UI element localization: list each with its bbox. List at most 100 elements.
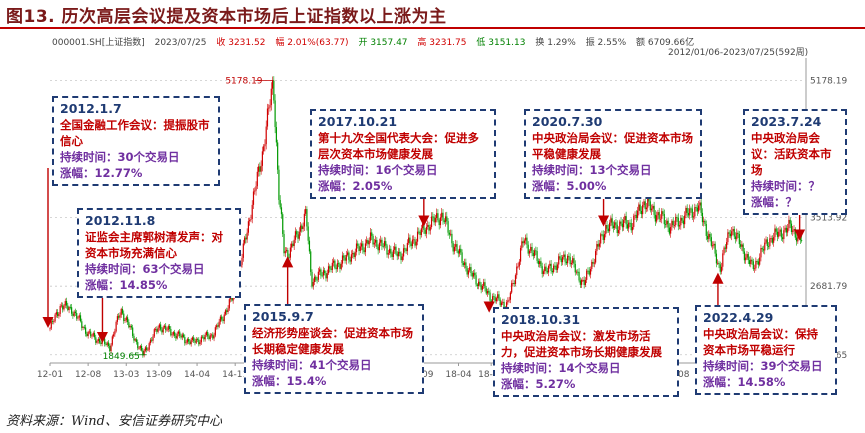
candle-body	[102, 338, 105, 340]
candle-body	[726, 242, 728, 249]
candle-body	[147, 349, 149, 351]
candle-body	[394, 246, 396, 250]
candle-body	[414, 239, 416, 246]
candle-body	[671, 220, 673, 228]
candle-body	[525, 237, 527, 241]
candle-body	[138, 348, 140, 350]
candle-body	[483, 282, 485, 286]
candle-body	[767, 246, 770, 247]
candle-body	[584, 279, 587, 285]
event-box-2015-9-7: 2015.9.7 经济形势座谈会：促进资本市场长期稳定健康发展 持续时间：41个…	[244, 304, 424, 394]
candle-body	[743, 251, 746, 261]
candle-body	[168, 326, 171, 330]
candle-body	[625, 216, 627, 225]
candle-body	[639, 204, 641, 211]
candle-body	[596, 244, 598, 252]
candle-body	[126, 317, 129, 323]
candle-body	[717, 262, 719, 264]
candle-body	[694, 207, 696, 217]
candle-body	[415, 241, 417, 246]
candle-body	[78, 315, 80, 318]
high-marker-label: 5178.19	[225, 76, 262, 86]
candle-body	[559, 256, 561, 259]
candle-body	[245, 237, 247, 240]
candle-body	[788, 219, 790, 229]
candle-body	[661, 211, 663, 219]
candle-body	[533, 250, 536, 257]
candle-body	[591, 261, 593, 269]
candle-body	[77, 317, 79, 319]
candle-body	[317, 271, 319, 280]
candle-body	[90, 331, 92, 337]
candle-body	[462, 262, 464, 265]
candle-body	[522, 241, 524, 244]
candle-body	[554, 265, 556, 267]
candle-body	[104, 338, 106, 344]
candle-body	[761, 248, 763, 250]
candle-body	[404, 248, 406, 250]
candle-body	[406, 242, 408, 252]
candle-body	[275, 127, 277, 143]
candle-body	[97, 338, 99, 341]
candle-body	[246, 232, 248, 240]
candle-body	[664, 224, 667, 225]
candle-body	[319, 269, 321, 272]
candle-body	[712, 245, 714, 247]
candle-body	[451, 233, 453, 244]
candle-body	[352, 252, 354, 255]
candle-body	[488, 291, 490, 293]
candle-body	[359, 246, 361, 251]
candle-body	[499, 299, 501, 306]
event-date: 2023.7.24	[751, 114, 822, 129]
candle-body	[640, 210, 642, 215]
candle-body	[484, 282, 486, 289]
candle-body	[775, 228, 777, 232]
candle-body	[644, 201, 646, 210]
candle-body	[91, 335, 93, 337]
candle-body	[495, 298, 498, 302]
candle-body	[273, 80, 275, 101]
candle-body	[121, 308, 124, 314]
candle-body	[114, 331, 116, 335]
candle-body	[581, 280, 583, 285]
candle-body	[742, 244, 744, 252]
candle-body	[441, 212, 443, 218]
candle-body	[731, 231, 733, 237]
candle-body	[129, 325, 131, 328]
candle-body	[650, 208, 653, 211]
candle-body	[395, 246, 397, 254]
candle-body	[363, 250, 365, 253]
candle-body	[324, 270, 326, 274]
candle-body	[769, 238, 771, 247]
candle-body	[410, 243, 412, 247]
candle-body	[508, 299, 510, 301]
candle-body	[727, 232, 729, 243]
candle-body	[333, 260, 335, 263]
candle-body	[427, 224, 429, 227]
candle-body	[760, 248, 762, 258]
candle-body	[307, 226, 309, 241]
candle-body	[241, 257, 243, 265]
candle-body	[287, 250, 289, 258]
candle-body	[540, 261, 542, 267]
candle-body	[382, 246, 384, 247]
candle-body	[329, 266, 331, 269]
event-box-2012-1-7: 2012.1.7 全国金融工作会议：提振股市信心 持续时间：30个交易日 涨幅：…	[52, 96, 220, 186]
candle-body	[228, 299, 230, 309]
candle-body	[634, 214, 636, 216]
candle-body	[628, 222, 630, 229]
candle-body	[269, 105, 271, 108]
candle-body	[157, 327, 159, 332]
candle-body	[242, 243, 244, 258]
candle-body	[409, 237, 411, 244]
candle-body	[713, 243, 715, 246]
candle-body	[536, 251, 538, 261]
candle-body	[568, 255, 570, 258]
candle-body	[545, 266, 547, 271]
x-tick-label: 18-04	[445, 370, 471, 378]
candle-body	[723, 247, 725, 254]
candle-body	[416, 231, 419, 242]
candle-body	[115, 321, 117, 332]
candle-body	[400, 253, 402, 261]
candle-body	[695, 207, 697, 208]
